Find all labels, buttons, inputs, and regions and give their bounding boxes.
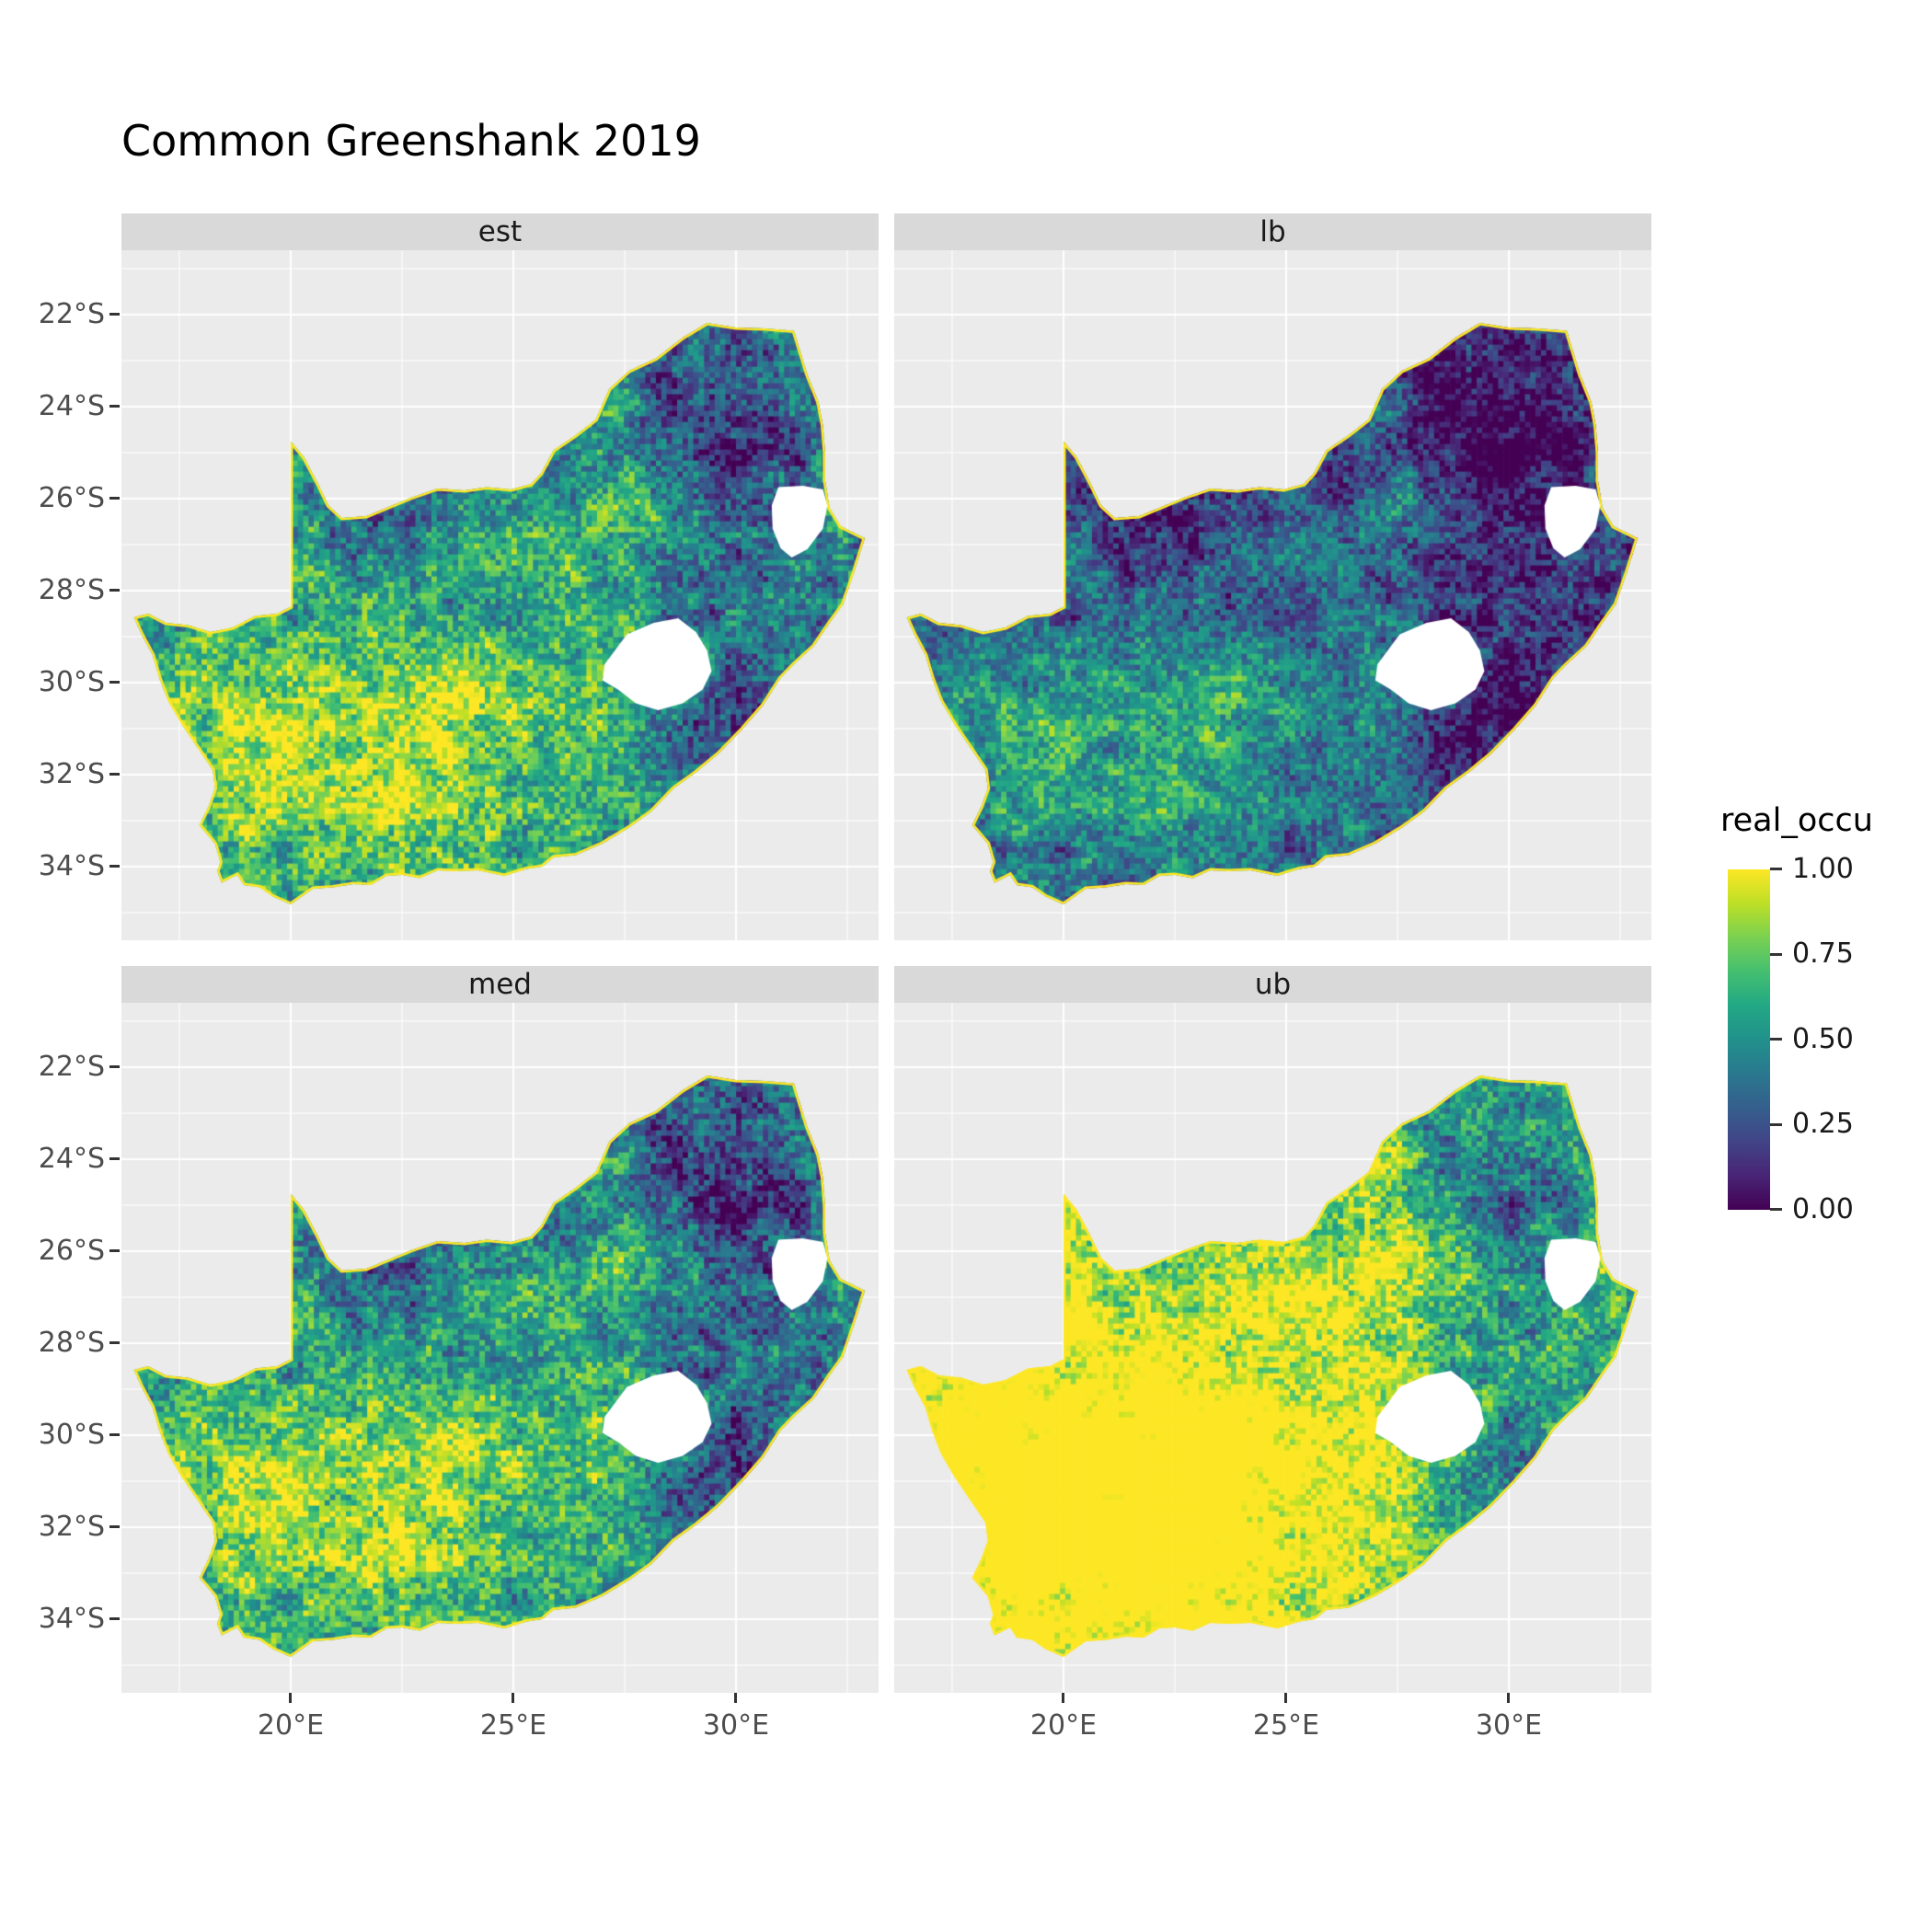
- y-axis-label: 30°S: [38, 666, 105, 698]
- y-axis-tick: [109, 681, 120, 684]
- y-axis-label: 24°S: [38, 390, 105, 422]
- y-axis-tick: [109, 1617, 120, 1620]
- legend-tick: [1770, 1123, 1782, 1126]
- y-axis-label: 26°S: [38, 1235, 105, 1267]
- y-axis-label: 32°S: [38, 758, 105, 790]
- y-axis-label: 34°S: [38, 850, 105, 882]
- y-axis-label: 24°S: [38, 1143, 105, 1175]
- x-axis-tick: [1284, 1693, 1287, 1703]
- y-axis-tick: [109, 497, 120, 500]
- y-axis-label: 30°S: [38, 1419, 105, 1451]
- x-axis-label: 25°E: [479, 1709, 547, 1742]
- legend-tick: [1770, 868, 1782, 870]
- legend-title: real_occu: [1720, 802, 1873, 839]
- y-axis-tick: [109, 1065, 120, 1068]
- map-canvas-lb: [894, 250, 1651, 940]
- facet-strip-label-ub: ub: [1254, 968, 1292, 1001]
- legend-label: 0.50: [1792, 1023, 1854, 1055]
- y-axis-tick: [109, 405, 120, 408]
- y-axis-tick: [109, 865, 120, 868]
- facet-strip-med: med: [121, 966, 879, 1003]
- legend-tick: [1770, 953, 1782, 956]
- y-axis-tick: [109, 589, 120, 592]
- x-axis-label: 30°E: [702, 1709, 770, 1742]
- y-axis-tick: [109, 1433, 120, 1436]
- x-axis-label: 30°E: [1475, 1709, 1543, 1742]
- x-axis-label: 20°E: [1029, 1709, 1098, 1742]
- x-axis-tick: [512, 1693, 514, 1703]
- y-axis-label: 28°S: [38, 1327, 105, 1359]
- legend-tick: [1770, 1208, 1782, 1211]
- facet-strip-label-med: med: [468, 968, 532, 1001]
- y-axis-tick: [109, 1341, 120, 1344]
- y-axis-label: 32°S: [38, 1511, 105, 1543]
- legend-label: 0.00: [1792, 1193, 1854, 1225]
- x-axis-label: 20°E: [257, 1709, 325, 1742]
- legend-tick: [1770, 1038, 1782, 1041]
- y-axis-tick: [109, 773, 120, 776]
- facet-panel-lb: [894, 250, 1651, 940]
- map-canvas-est: [121, 250, 879, 940]
- y-axis-label: 26°S: [38, 482, 105, 514]
- facet-panel-est: [121, 250, 879, 940]
- x-axis-tick: [1507, 1693, 1510, 1703]
- map-canvas-med: [121, 1003, 879, 1693]
- legend-label: 0.75: [1792, 937, 1854, 970]
- y-axis-tick: [109, 1249, 120, 1252]
- facet-strip-est: est: [121, 213, 879, 250]
- map-canvas-ub: [894, 1003, 1651, 1693]
- y-axis-label: 22°S: [38, 1051, 105, 1083]
- x-axis-tick: [289, 1693, 292, 1703]
- facet-panel-ub: [894, 1003, 1651, 1693]
- y-axis-label: 28°S: [38, 574, 105, 606]
- facet-strip-label-est: est: [477, 215, 523, 248]
- facet-strip-ub: ub: [894, 966, 1651, 1003]
- x-axis-label: 25°E: [1252, 1709, 1320, 1742]
- y-axis-tick: [109, 1525, 120, 1528]
- facet-strip-label-lb: lb: [1259, 215, 1286, 248]
- y-axis-label: 34°S: [38, 1603, 105, 1635]
- plot-title: Common Greenshank 2019: [121, 116, 701, 166]
- legend-label: 1.00: [1792, 853, 1854, 885]
- x-axis-tick: [1062, 1693, 1064, 1703]
- x-axis-tick: [734, 1693, 737, 1703]
- legend-gradient-bar: [1728, 869, 1770, 1210]
- legend-label: 0.25: [1792, 1108, 1854, 1140]
- y-axis-tick: [109, 1157, 120, 1160]
- facet-panel-med: [121, 1003, 879, 1693]
- y-axis-tick: [109, 313, 120, 316]
- facet-strip-lb: lb: [894, 213, 1651, 250]
- y-axis-label: 22°S: [38, 298, 105, 330]
